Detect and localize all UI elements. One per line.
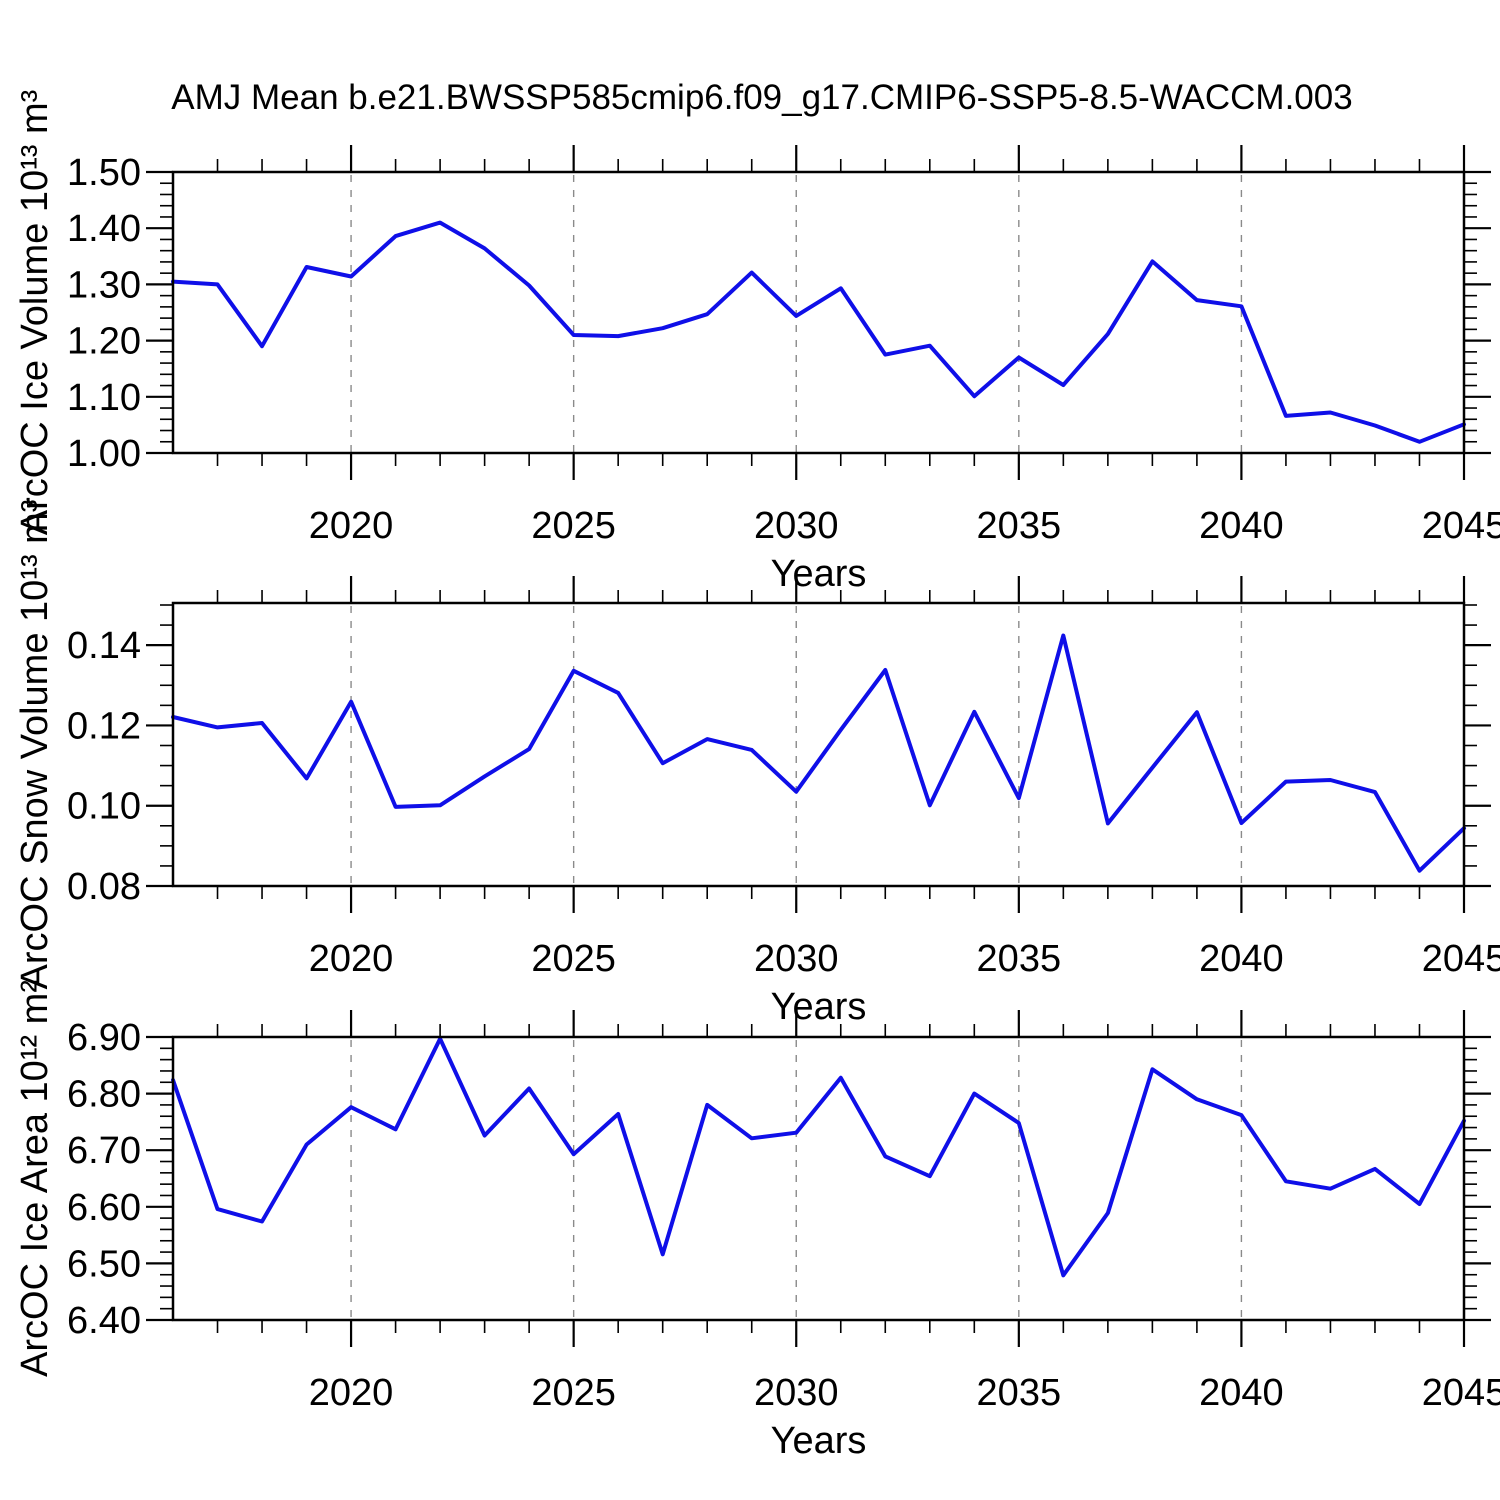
y-axis-title: ArcOC Ice Area 10¹² m² <box>14 980 56 1377</box>
y-axis-title: ArcOC Ice Volume 10¹³ m³ <box>14 90 56 536</box>
x-tick-label: 2030 <box>754 505 839 547</box>
panel-ice-area: 2020 2025 2030 2035 2040 2045 6.40 6.50 6.60 6.70… <box>14 980 1500 1462</box>
x-tick-label: 2030 <box>754 1372 839 1414</box>
chart-title: AMJ Mean b.e21.BWSSP585cmip6.f09_g17.CMI… <box>171 78 1353 117</box>
x-axis-title: Years <box>771 986 867 1028</box>
x-tick-label: 2035 <box>977 505 1062 547</box>
y-axis-title: ArcOC Snow Volume 10¹³ m³ <box>14 500 56 990</box>
x-tick-label: 2020 <box>309 505 394 547</box>
y-tick-label: 0.12 <box>67 705 141 747</box>
y-tick-label: 1.30 <box>67 264 141 306</box>
y-tick-label: 6.40 <box>67 1300 141 1342</box>
x-tick-label: 2020 <box>309 1372 394 1414</box>
x-tick-label: 2020 <box>309 938 394 980</box>
y-tick-label: 0.10 <box>67 786 141 828</box>
y-tick-label: 1.50 <box>67 152 141 194</box>
y-tick-label: 6.60 <box>67 1187 141 1229</box>
x-tick-label: 2045 <box>1422 938 1500 980</box>
x-axis-title: Years <box>771 1420 867 1462</box>
data-line-snow-volume <box>171 633 1466 873</box>
x-axis-title: Years <box>771 553 867 595</box>
plot-box <box>171 170 1466 455</box>
x-tick-label: 2040 <box>1199 938 1284 980</box>
y-tick-label: 1.40 <box>67 208 141 250</box>
y-tick-label: 6.80 <box>67 1074 141 1116</box>
y-tick-label: 1.20 <box>67 321 141 363</box>
y-tick-label: 1.10 <box>67 377 141 419</box>
plot-box <box>171 1035 1466 1322</box>
data-line-ice-area <box>171 1036 1466 1278</box>
x-tick-label: 2040 <box>1199 1372 1284 1414</box>
panel-ice-volume: 2020 2025 2030 2035 2040 2045 1.00 1.10 1.20 1.30… <box>14 90 1500 595</box>
plot-box <box>171 601 1466 888</box>
y-tick-label: 0.08 <box>67 866 141 908</box>
x-tick-label: 2025 <box>531 1372 616 1414</box>
x-tick-label: 2035 <box>977 1372 1062 1414</box>
x-tick-label: 2030 <box>754 938 839 980</box>
x-tick-label: 2045 <box>1422 505 1500 547</box>
y-tick-label: 6.90 <box>67 1017 141 1059</box>
panel-snow-volume: 2020 2025 2030 2035 2040 2045 0.08 0.10 0.12 0.14… <box>14 500 1500 1028</box>
y-tick-label: 6.70 <box>67 1130 141 1172</box>
x-tick-label: 2045 <box>1422 1372 1500 1414</box>
x-tick-label: 2025 <box>531 505 616 547</box>
y-tick-label: 6.50 <box>67 1243 141 1285</box>
x-tick-label: 2035 <box>977 938 1062 980</box>
y-tick-label: 0.14 <box>67 625 141 667</box>
y-tick-label: 1.00 <box>67 433 141 475</box>
x-tick-label: 2040 <box>1199 505 1284 547</box>
data-line-ice-volume <box>171 220 1466 444</box>
x-tick-label: 2025 <box>531 938 616 980</box>
